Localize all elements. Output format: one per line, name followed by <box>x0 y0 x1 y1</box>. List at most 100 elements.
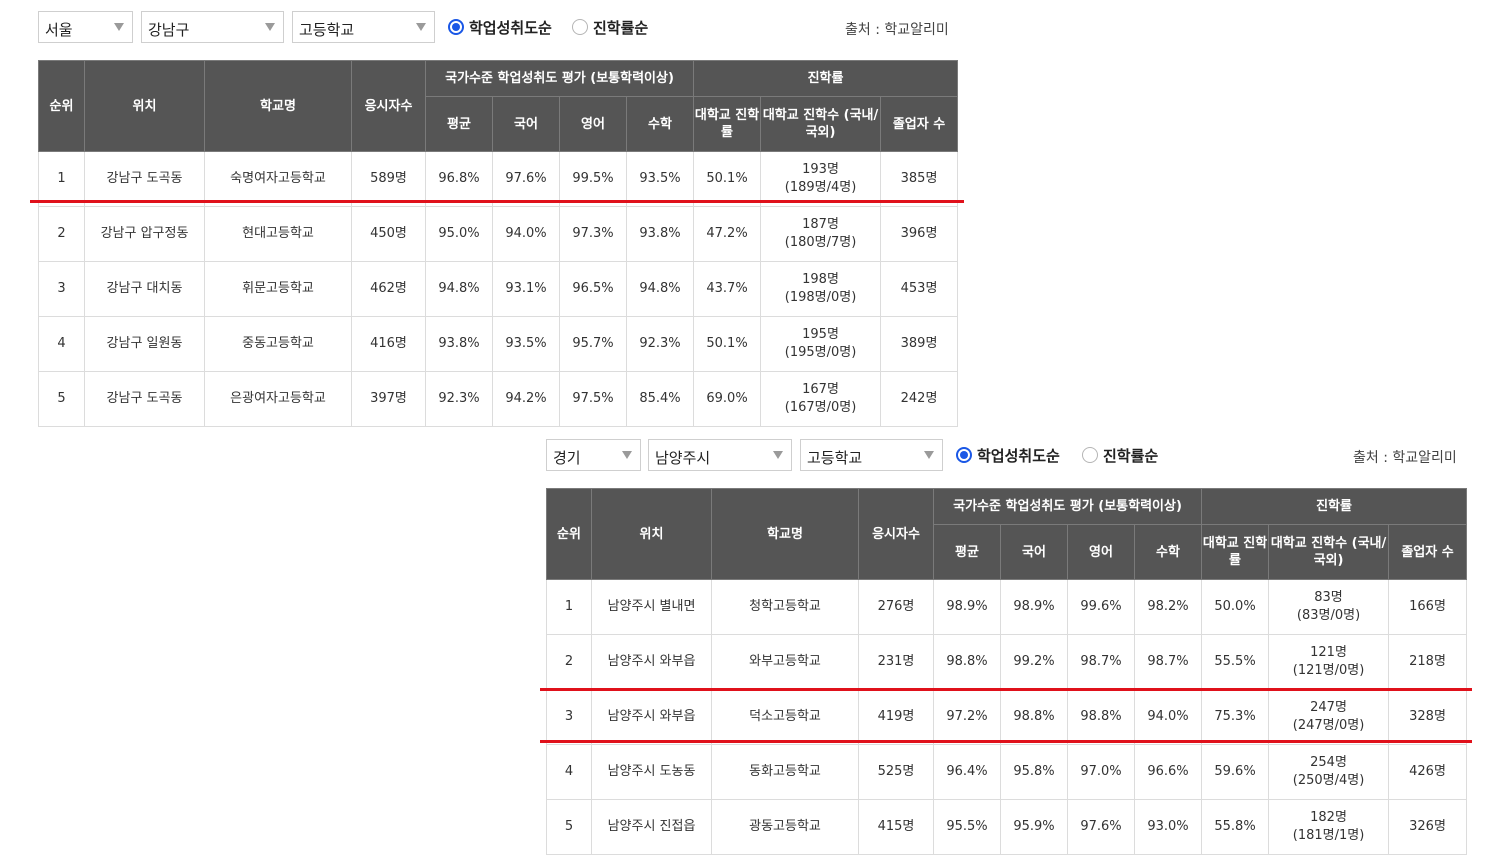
header-advancement-group: 진학률 <box>1201 488 1468 525</box>
cell-univ-rate: 47.2% <box>693 206 762 262</box>
univ-count-total: 83명 <box>1314 590 1343 605</box>
cell-school: 동화고등학교 <box>711 744 859 800</box>
sort-by-advancement-label: 진학률순 <box>1103 446 1159 465</box>
cell-school: 청학고등학교 <box>711 579 859 635</box>
header-math: 수학 <box>625 96 695 152</box>
cell-univ-rate: 69.0% <box>693 371 762 427</box>
cell-korean: 99.2% <box>1000 634 1068 690</box>
cell-examinees: 416명 <box>351 316 426 372</box>
table-row: 4 강남구 일원동 중동고등학교 416명 93.8% 93.5% 95.7% 92.3% 50… <box>38 316 959 372</box>
cell-rank: 1 <box>38 151 85 207</box>
data-source: 출처 : 학교알리미 <box>1353 450 1457 466</box>
cell-univ-count: 187명 (180명/7명) <box>760 206 882 262</box>
region-select-value: 경기 <box>553 449 581 467</box>
district-select[interactable]: 남양주시 <box>648 439 792 471</box>
cell-math: 93.0% <box>1133 799 1203 855</box>
cell-school: 은광여자고등학교 <box>204 371 352 427</box>
cell-univ-count: 121명 (121명/0명) <box>1268 634 1390 690</box>
cell-korean: 94.2% <box>492 371 560 427</box>
chevron-down-icon <box>416 23 426 31</box>
cell-location: 남양주시 도농동 <box>591 744 712 800</box>
cell-univ-rate: 50.1% <box>693 151 762 207</box>
header-graduates: 졸업자 수 <box>1388 524 1468 580</box>
univ-count-detail: (121명/0명) <box>1292 663 1365 678</box>
cell-rank: 4 <box>38 316 85 372</box>
cell-graduates: 389명 <box>880 316 959 372</box>
header-univ-rate: 대학교 진학률 <box>1201 524 1270 580</box>
chevron-down-icon <box>622 451 632 459</box>
cell-examinees: 450명 <box>351 206 426 262</box>
header-univ-count: 대학교 진학수 (국내/국외) <box>1268 524 1390 580</box>
cell-rank: 5 <box>38 371 85 427</box>
sort-by-advancement-radio[interactable]: 진학률순 <box>572 17 648 37</box>
school-type-select-value: 고등학교 <box>807 449 863 467</box>
cell-location: 강남구 도곡동 <box>84 151 205 207</box>
school-type-select[interactable]: 고등학교 <box>292 11 435 43</box>
cell-graduates: 385명 <box>880 151 959 207</box>
region-select[interactable]: 경기 <box>546 439 641 471</box>
cell-avg: 98.9% <box>933 579 1001 635</box>
cell-avg: 93.8% <box>425 316 493 372</box>
table-row: 5 남양주시 진접읍 광동고등학교 415명 95.5% 95.9% 97.6% 93.0% 5… <box>546 799 1468 855</box>
cell-rank: 2 <box>38 206 85 262</box>
sort-by-achievement-radio[interactable]: 학업성취도순 <box>956 445 1060 465</box>
header-location: 위치 <box>84 60 205 152</box>
cell-univ-rate: 50.1% <box>693 316 762 372</box>
cell-avg: 94.8% <box>425 261 493 317</box>
cell-graduates: 453명 <box>880 261 959 317</box>
cell-english: 99.5% <box>559 151 627 207</box>
univ-count-detail: (180명/7명) <box>784 235 857 250</box>
radio-unchecked-icon <box>572 19 588 35</box>
cell-english: 97.6% <box>1067 799 1135 855</box>
filter-toolbar: 서울 강남구 고등학교 학업성취도순 진학률순 출처 : 학교알리미 <box>38 10 963 46</box>
cell-english: 97.3% <box>559 206 627 262</box>
cell-math: 93.8% <box>625 206 695 262</box>
cell-avg: 96.4% <box>933 744 1001 800</box>
cell-location: 강남구 대치동 <box>84 261 205 317</box>
school-ranking-table: 순위 위치 학교명 응시자수 국가수준 학업성취도 평가 (보통학력이상) 진학… <box>546 488 1468 855</box>
cell-univ-count: 167명 (167명/0명) <box>760 371 882 427</box>
cell-korean: 93.1% <box>492 261 560 317</box>
header-rank: 순위 <box>546 488 592 580</box>
header-school: 학교명 <box>711 488 859 580</box>
highlight-box-bottom <box>540 740 1472 743</box>
header-avg: 평균 <box>933 524 1001 580</box>
table-row: 2 남양주시 와부읍 와부고등학교 231명 98.8% 99.2% 98.7% 98.7% 5… <box>546 634 1468 690</box>
highlight-box-top <box>540 688 1472 691</box>
univ-count-total: 121명 <box>1310 645 1347 660</box>
table-row: 2 강남구 압구정동 현대고등학교 450명 95.0% 94.0% 97.3% 93.8% 4… <box>38 206 959 262</box>
header-advancement-group: 진학률 <box>693 60 959 97</box>
univ-count-detail: (83명/0명) <box>1296 608 1361 623</box>
cell-math: 96.6% <box>1133 744 1203 800</box>
cell-korean: 98.9% <box>1000 579 1068 635</box>
cell-rank: 4 <box>546 744 592 800</box>
school-type-select[interactable]: 고등학교 <box>800 439 943 471</box>
univ-count-total: 167명 <box>802 382 839 397</box>
ranking-panel-gyeonggi: 경기 남양주시 고등학교 학업성취도순 진학률순 출처 : 학교알리미 <box>546 438 1470 866</box>
cell-school: 덕소고등학교 <box>711 689 859 745</box>
sort-by-achievement-radio[interactable]: 학업성취도순 <box>448 17 552 37</box>
table-row: 1 강남구 도곡동 숙명여자고등학교 589명 96.8% 97.6% 99.5% 93.5%… <box>38 151 959 207</box>
sort-by-advancement-radio[interactable]: 진학률순 <box>1082 445 1158 465</box>
region-select[interactable]: 서울 <box>38 11 133 43</box>
cell-univ-rate: 75.3% <box>1201 689 1270 745</box>
cell-graduates: 328명 <box>1388 689 1468 745</box>
cell-graduates: 166명 <box>1388 579 1468 635</box>
cell-univ-rate: 59.6% <box>1201 744 1270 800</box>
univ-count-detail: (198명/0명) <box>784 290 857 305</box>
radio-checked-icon <box>956 447 972 463</box>
cell-rank: 3 <box>38 261 85 317</box>
district-select[interactable]: 강남구 <box>141 11 284 43</box>
cell-english: 98.7% <box>1067 634 1135 690</box>
header-examinees: 응시자수 <box>858 488 934 580</box>
cell-univ-rate: 50.0% <box>1201 579 1270 635</box>
cell-examinees: 415명 <box>858 799 934 855</box>
univ-count-total: 195명 <box>802 327 839 342</box>
cell-korean: 98.8% <box>1000 689 1068 745</box>
cell-avg: 95.0% <box>425 206 493 262</box>
cell-location: 남양주시 와부읍 <box>591 689 712 745</box>
cell-avg: 96.8% <box>425 151 493 207</box>
highlight-underline <box>30 200 964 203</box>
ranking-panel-seoul: 서울 강남구 고등학교 학업성취도순 진학률순 출처 : 학교알리미 <box>38 10 963 440</box>
school-ranking-table: 순위 위치 학교명 응시자수 국가수준 학업성취도 평가 (보통학력이상) 진학… <box>38 60 959 427</box>
